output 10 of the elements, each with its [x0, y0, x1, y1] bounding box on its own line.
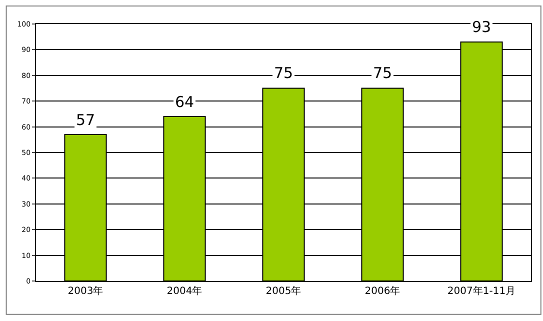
data-label: 93: [472, 18, 492, 36]
x-tick-label: 2003年: [68, 285, 104, 297]
data-label: 57: [76, 111, 96, 129]
data-label: 64: [175, 93, 194, 111]
x-tick-label: 2005年: [266, 285, 302, 297]
data-label: 75: [373, 64, 392, 82]
x-tick-label: 2007年1-11月: [447, 285, 516, 297]
x-tick-label: 2006年: [364, 285, 400, 297]
data-label: 75: [274, 64, 294, 82]
x-tick-label: 2004年: [166, 285, 202, 297]
